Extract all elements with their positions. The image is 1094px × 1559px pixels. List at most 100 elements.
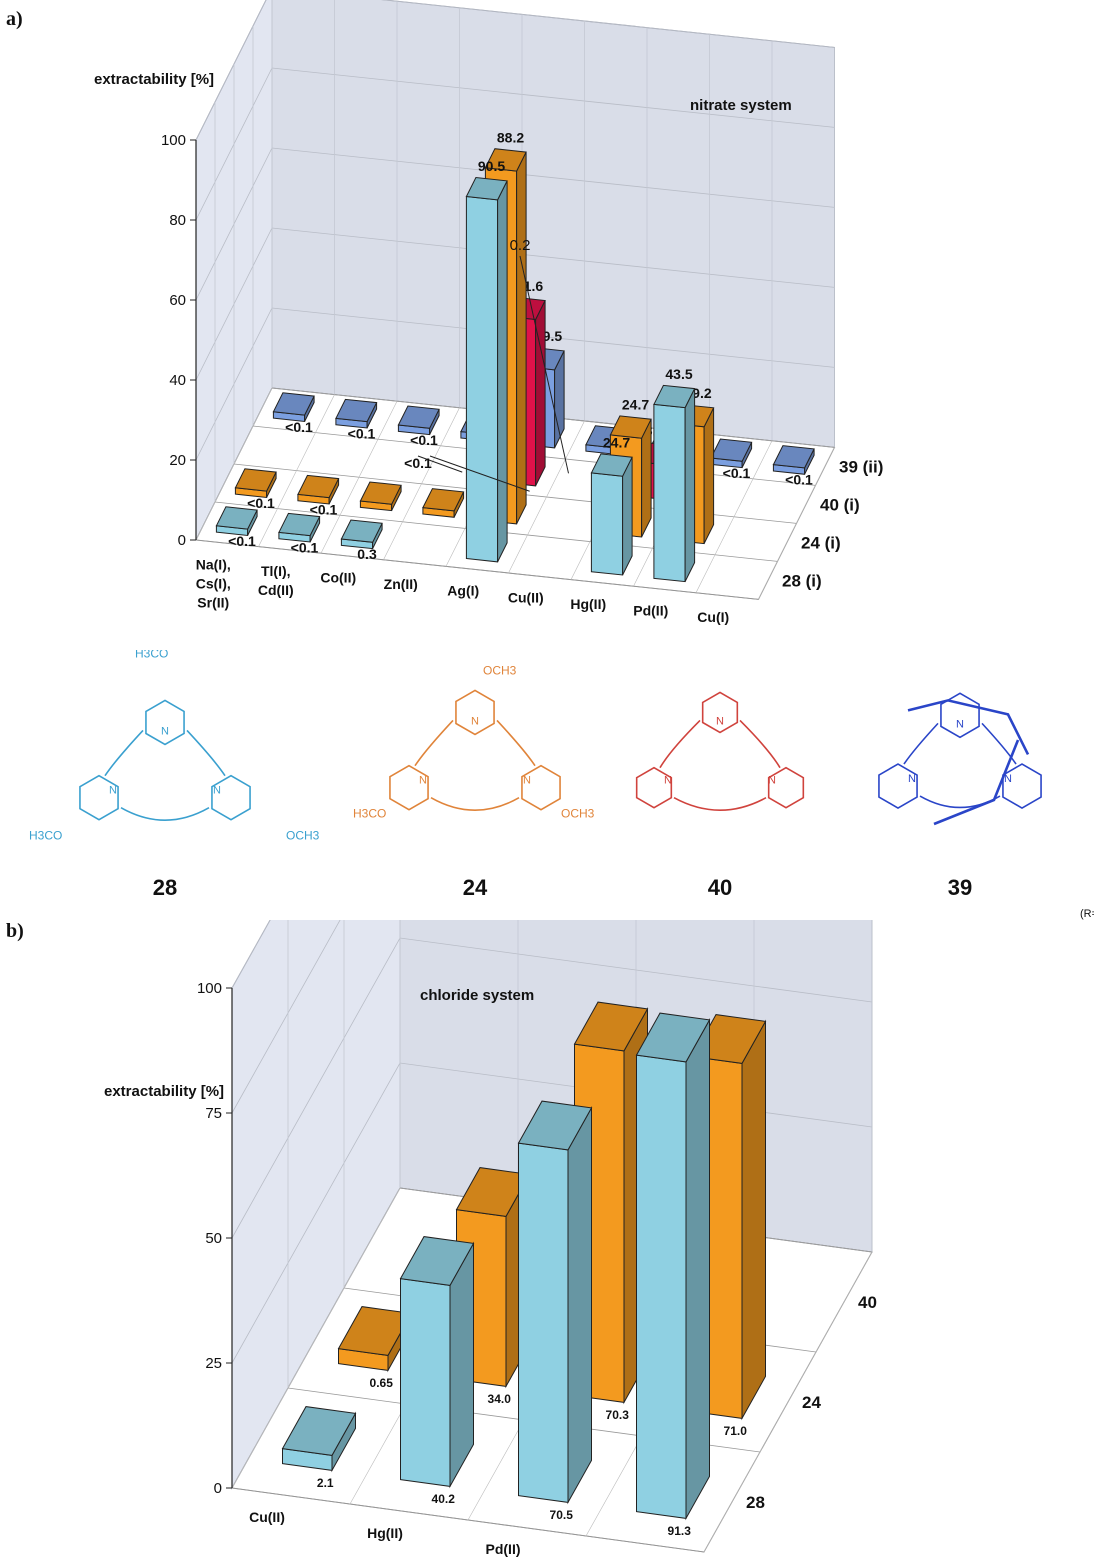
data-label: <0.1 xyxy=(247,495,275,511)
nitrogen-atom: N xyxy=(213,785,221,797)
data-label: 24.7 xyxy=(622,397,649,413)
floor-line xyxy=(231,1187,401,1489)
nitrogen-atom: N xyxy=(716,715,724,727)
bar-28-i--7 xyxy=(653,384,696,583)
pyridine-ring xyxy=(211,774,251,821)
bar-39-ii--2 xyxy=(397,405,440,436)
bar-side xyxy=(684,388,696,582)
series-label: 40 xyxy=(858,1293,877,1312)
floor-line xyxy=(695,440,773,593)
bar-top xyxy=(281,1406,357,1456)
data-label: 90.5 xyxy=(478,158,505,174)
bar-top xyxy=(635,1012,711,1063)
category-label: Ag(I) xyxy=(447,583,479,599)
bar-24-i--1 xyxy=(297,474,340,505)
callout-line xyxy=(429,455,530,492)
category-label: Co(II) xyxy=(320,570,356,586)
nitrogen-atom: N xyxy=(664,775,672,787)
data-label: <0.1 xyxy=(228,533,256,549)
bar-top xyxy=(772,445,815,469)
category-label: Zn(II) xyxy=(384,576,418,592)
floor-line xyxy=(258,394,335,547)
nitrogen-atom: N xyxy=(419,775,427,787)
ch2-bridge xyxy=(903,722,939,765)
bar-side xyxy=(741,1019,766,1421)
floor-line xyxy=(195,539,759,600)
compound-number: 28 xyxy=(153,875,177,900)
bar-24-i--2 xyxy=(359,481,402,512)
y-tick-label: 75 xyxy=(205,1105,222,1122)
bar-side xyxy=(685,1017,710,1521)
series-label: 39 (ii) xyxy=(839,457,883,476)
bar-top xyxy=(465,176,508,201)
series-label: 40 (i) xyxy=(820,495,860,514)
bar-side xyxy=(535,300,546,487)
substituent-label: H3CO xyxy=(353,807,386,821)
pyridine-ring xyxy=(767,766,805,809)
floor-line xyxy=(195,387,273,541)
category-label: Tl(I), xyxy=(261,563,291,579)
chart-title: chloride system xyxy=(420,987,534,1004)
data-label: 43.5 xyxy=(665,366,692,382)
category-label: Cu(II) xyxy=(249,1509,285,1525)
bar-front xyxy=(400,1278,451,1487)
bar-28-i--4 xyxy=(465,176,508,563)
pyridine-ring xyxy=(1002,763,1042,809)
y-tick-label: 50 xyxy=(205,1230,222,1247)
ch2-bridge xyxy=(496,719,536,767)
category-label: Pd(II) xyxy=(633,603,668,619)
data-label: <0.1 xyxy=(285,419,313,435)
data-label: 0.65 xyxy=(370,1376,394,1390)
bar-28-i--0 xyxy=(215,506,258,537)
pyridine-ring xyxy=(389,764,429,811)
compound-39: N N N (R=CO2Et) 39 xyxy=(878,692,1094,920)
floor-line xyxy=(508,420,585,574)
pyridine-ring xyxy=(940,692,980,739)
bar-top xyxy=(297,474,340,499)
bar-side xyxy=(703,407,715,544)
nitrogen-atom: N xyxy=(1004,773,1012,785)
callout-label: <0.1 xyxy=(404,455,432,471)
data-label: <0.1 xyxy=(723,465,751,481)
category-label: Hg(II) xyxy=(570,596,606,612)
bar-top xyxy=(359,481,402,505)
floor-line xyxy=(383,407,460,560)
chart-title: nitrate system xyxy=(690,97,792,114)
bar-side xyxy=(497,180,508,563)
data-label: 2.1 xyxy=(317,1476,334,1490)
category-label: Cs(I), xyxy=(196,575,231,591)
bar-top xyxy=(234,468,277,492)
substituent-label: OCH3 xyxy=(483,663,517,677)
panel-b-label: b) xyxy=(6,920,24,942)
pyridine-ring xyxy=(521,764,561,811)
compound-number: 24 xyxy=(463,875,488,900)
floor-line xyxy=(758,447,835,600)
data-label: <0.1 xyxy=(291,539,319,555)
bar-top xyxy=(609,415,652,439)
cage-linker xyxy=(907,699,1030,826)
bar-top xyxy=(340,519,383,543)
compound-note: (R=CO2Et) xyxy=(1080,908,1094,920)
nitrogen-atom: N xyxy=(956,718,964,730)
nitrogen-atom: N xyxy=(523,775,531,787)
bar-39-ii--1 xyxy=(335,398,378,429)
substituent-label: OCH3 xyxy=(286,829,320,843)
bar-front xyxy=(653,403,686,583)
bar-top xyxy=(710,438,753,462)
bar-top xyxy=(653,384,696,409)
substituent-label: H3CO xyxy=(135,650,168,660)
y-tick-label: 0 xyxy=(178,532,186,549)
y-tick-label: 80 xyxy=(169,212,186,229)
category-label: Na(I), xyxy=(196,556,231,572)
ch2-bridge xyxy=(739,719,781,769)
pyridine-ring xyxy=(878,763,918,809)
bar-top xyxy=(335,398,378,423)
bar-top xyxy=(590,453,633,477)
data-label: <0.1 xyxy=(785,472,813,488)
bar-top xyxy=(397,405,440,429)
bar-28-1 xyxy=(399,1236,475,1489)
ch2-bridge xyxy=(414,719,454,767)
bar-top xyxy=(422,488,465,512)
bar-28-i--1 xyxy=(278,512,321,543)
data-label: 40.2 xyxy=(432,1492,456,1506)
